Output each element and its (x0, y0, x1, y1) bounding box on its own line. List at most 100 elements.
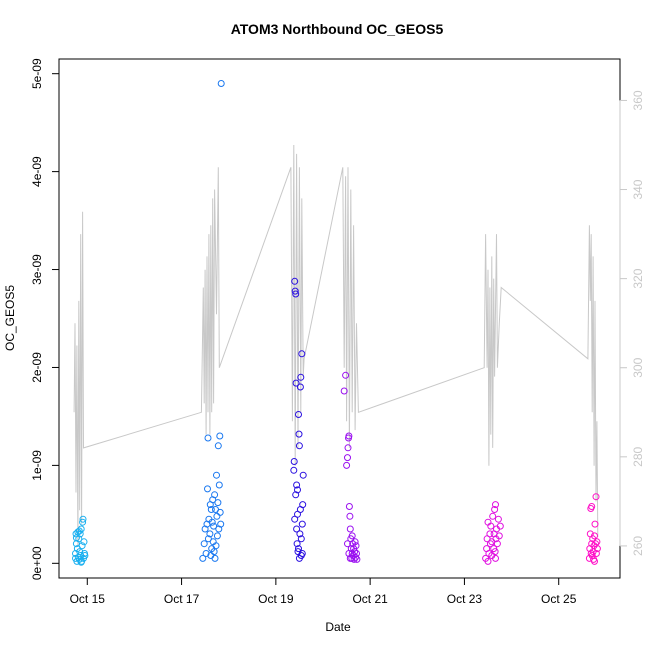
data-point-4-5 (344, 444, 352, 452)
data-point-3-21 (292, 491, 300, 499)
data-point-3-28 (298, 550, 306, 557)
data-point-2-26 (214, 442, 222, 450)
data-point-6-12 (591, 532, 598, 540)
data-point-4-9 (346, 512, 354, 520)
x-tick-label-2: Oct 17 (164, 592, 200, 606)
data-point-4-28 (348, 532, 356, 540)
data-point-1-24 (75, 527, 83, 535)
data-point-2-12 (207, 506, 215, 513)
data-point-3-1 (291, 277, 299, 285)
data-point-6-15 (592, 493, 600, 501)
data-point-3-11 (295, 411, 302, 418)
data-point-3-30 (299, 471, 307, 479)
x-axis-label: Date (325, 620, 351, 634)
data-point-3-14 (296, 530, 304, 538)
data-point-6-20 (591, 557, 598, 565)
secondary-y-axis: 260 280 300 320 340 360 (619, 90, 645, 556)
data-point-2-18 (211, 491, 219, 499)
x-tick-label-4: Oct 21 (352, 592, 388, 606)
data-point-3-5 (290, 458, 298, 465)
data-point-6-16 (592, 550, 600, 557)
y-tick-label-4: 3e-09 (30, 254, 44, 285)
data-point-5-22 (484, 557, 492, 565)
y-tick-label-5: 4e-09 (30, 156, 44, 187)
data-point-3-12 (295, 430, 303, 438)
data-point-2-33 (206, 501, 214, 509)
y2-tick-label-5: 340 (631, 179, 645, 199)
data-point-2-25 (214, 499, 222, 507)
data-point-2-7 (204, 434, 212, 442)
data-point-4-2 (342, 371, 350, 379)
data-point-2-22 (213, 471, 220, 479)
scatter-points-layer (72, 80, 601, 566)
data-point-3-22 (293, 525, 301, 533)
y-axis: 0e+00 1e-09 2e-09 3e-09 4e-09 5e-09 (30, 58, 60, 580)
data-point-2-30 (216, 508, 224, 516)
data-point-4-3 (343, 461, 351, 469)
data-point-5-20 (495, 532, 503, 540)
y2-tick-label-4: 320 (631, 268, 645, 288)
data-point-5-15 (492, 501, 499, 509)
y-tick-label-3: 2e-09 (30, 352, 44, 383)
data-point-4-27 (346, 554, 354, 562)
y2-tick-label-2: 280 (631, 446, 645, 466)
data-point-2-6 (204, 485, 211, 493)
data-point-5-21 (496, 522, 504, 530)
data-point-1-23 (72, 534, 80, 542)
data-point-3-13 (295, 442, 303, 450)
data-point-4-24 (353, 555, 361, 563)
data-point-6-17 (593, 538, 601, 546)
data-point-2-31 (217, 520, 225, 528)
x-tick-label-6: Oct 25 (541, 592, 577, 606)
data-point-1-11 (76, 548, 84, 556)
secondary-series-line (73, 144, 599, 546)
data-point-3-23 (294, 486, 301, 494)
data-point-5-19 (494, 515, 502, 523)
data-point-3-2 (291, 287, 299, 295)
y2-tick-label-6: 360 (631, 90, 645, 110)
data-point-2-4 (202, 550, 210, 557)
data-point-5-6 (486, 530, 494, 538)
chart-title: ATOM3 Northbound OC_GEOS5 (231, 21, 444, 37)
data-point-2-2 (200, 540, 208, 548)
data-point-1-22 (81, 552, 89, 559)
y2-tick-label-1: 260 (631, 536, 645, 556)
data-point-6-19 (588, 503, 596, 510)
x-tick-label-3: Oct 19 (258, 592, 294, 606)
y-tick-label-2: 1e-09 (30, 450, 44, 481)
data-point-2-17 (210, 522, 218, 530)
secondary-series-layer (73, 144, 599, 546)
data-point-1-20 (80, 538, 88, 546)
data-point-2-23 (213, 512, 221, 520)
data-point-3-19 (298, 520, 306, 528)
data-point-3-16 (297, 373, 305, 381)
y-axis-label: OC_GEOS5 (3, 285, 17, 351)
data-point-3-4 (290, 466, 298, 474)
data-point-2-10 (206, 530, 214, 538)
data-point-4-10 (346, 525, 354, 533)
data-point-2-14 (208, 518, 216, 526)
data-point-3-18 (298, 350, 306, 358)
data-point-4-8 (345, 503, 353, 510)
data-point-3-24 (295, 545, 302, 553)
data-point-4-25 (344, 540, 351, 548)
data-point-2-29 (216, 432, 224, 440)
data-point-1-17 (79, 518, 87, 526)
data-point-4-18 (350, 555, 358, 563)
data-point-6-7 (588, 552, 596, 559)
data-point-1-18 (79, 515, 87, 523)
data-point-1-25 (77, 558, 85, 566)
data-point-1-16 (78, 542, 86, 550)
data-point-4-1 (340, 387, 348, 395)
data-point-4-26 (345, 550, 353, 557)
data-point-3-6 (292, 379, 300, 387)
data-point-3-3 (292, 290, 300, 298)
data-point-4-21 (352, 553, 359, 561)
x-axis: Oct 15 Oct 17 Oct 19 Oct 21 Oct 23 Oct 25 (70, 577, 577, 606)
x-tick-label-5: Oct 23 (447, 592, 483, 606)
data-point-3-29 (291, 515, 299, 523)
plot-frame (58, 58, 621, 579)
data-point-5-14 (491, 548, 499, 556)
data-point-4-7 (345, 432, 353, 440)
y-tick-label-6: 5e-09 (30, 58, 44, 89)
